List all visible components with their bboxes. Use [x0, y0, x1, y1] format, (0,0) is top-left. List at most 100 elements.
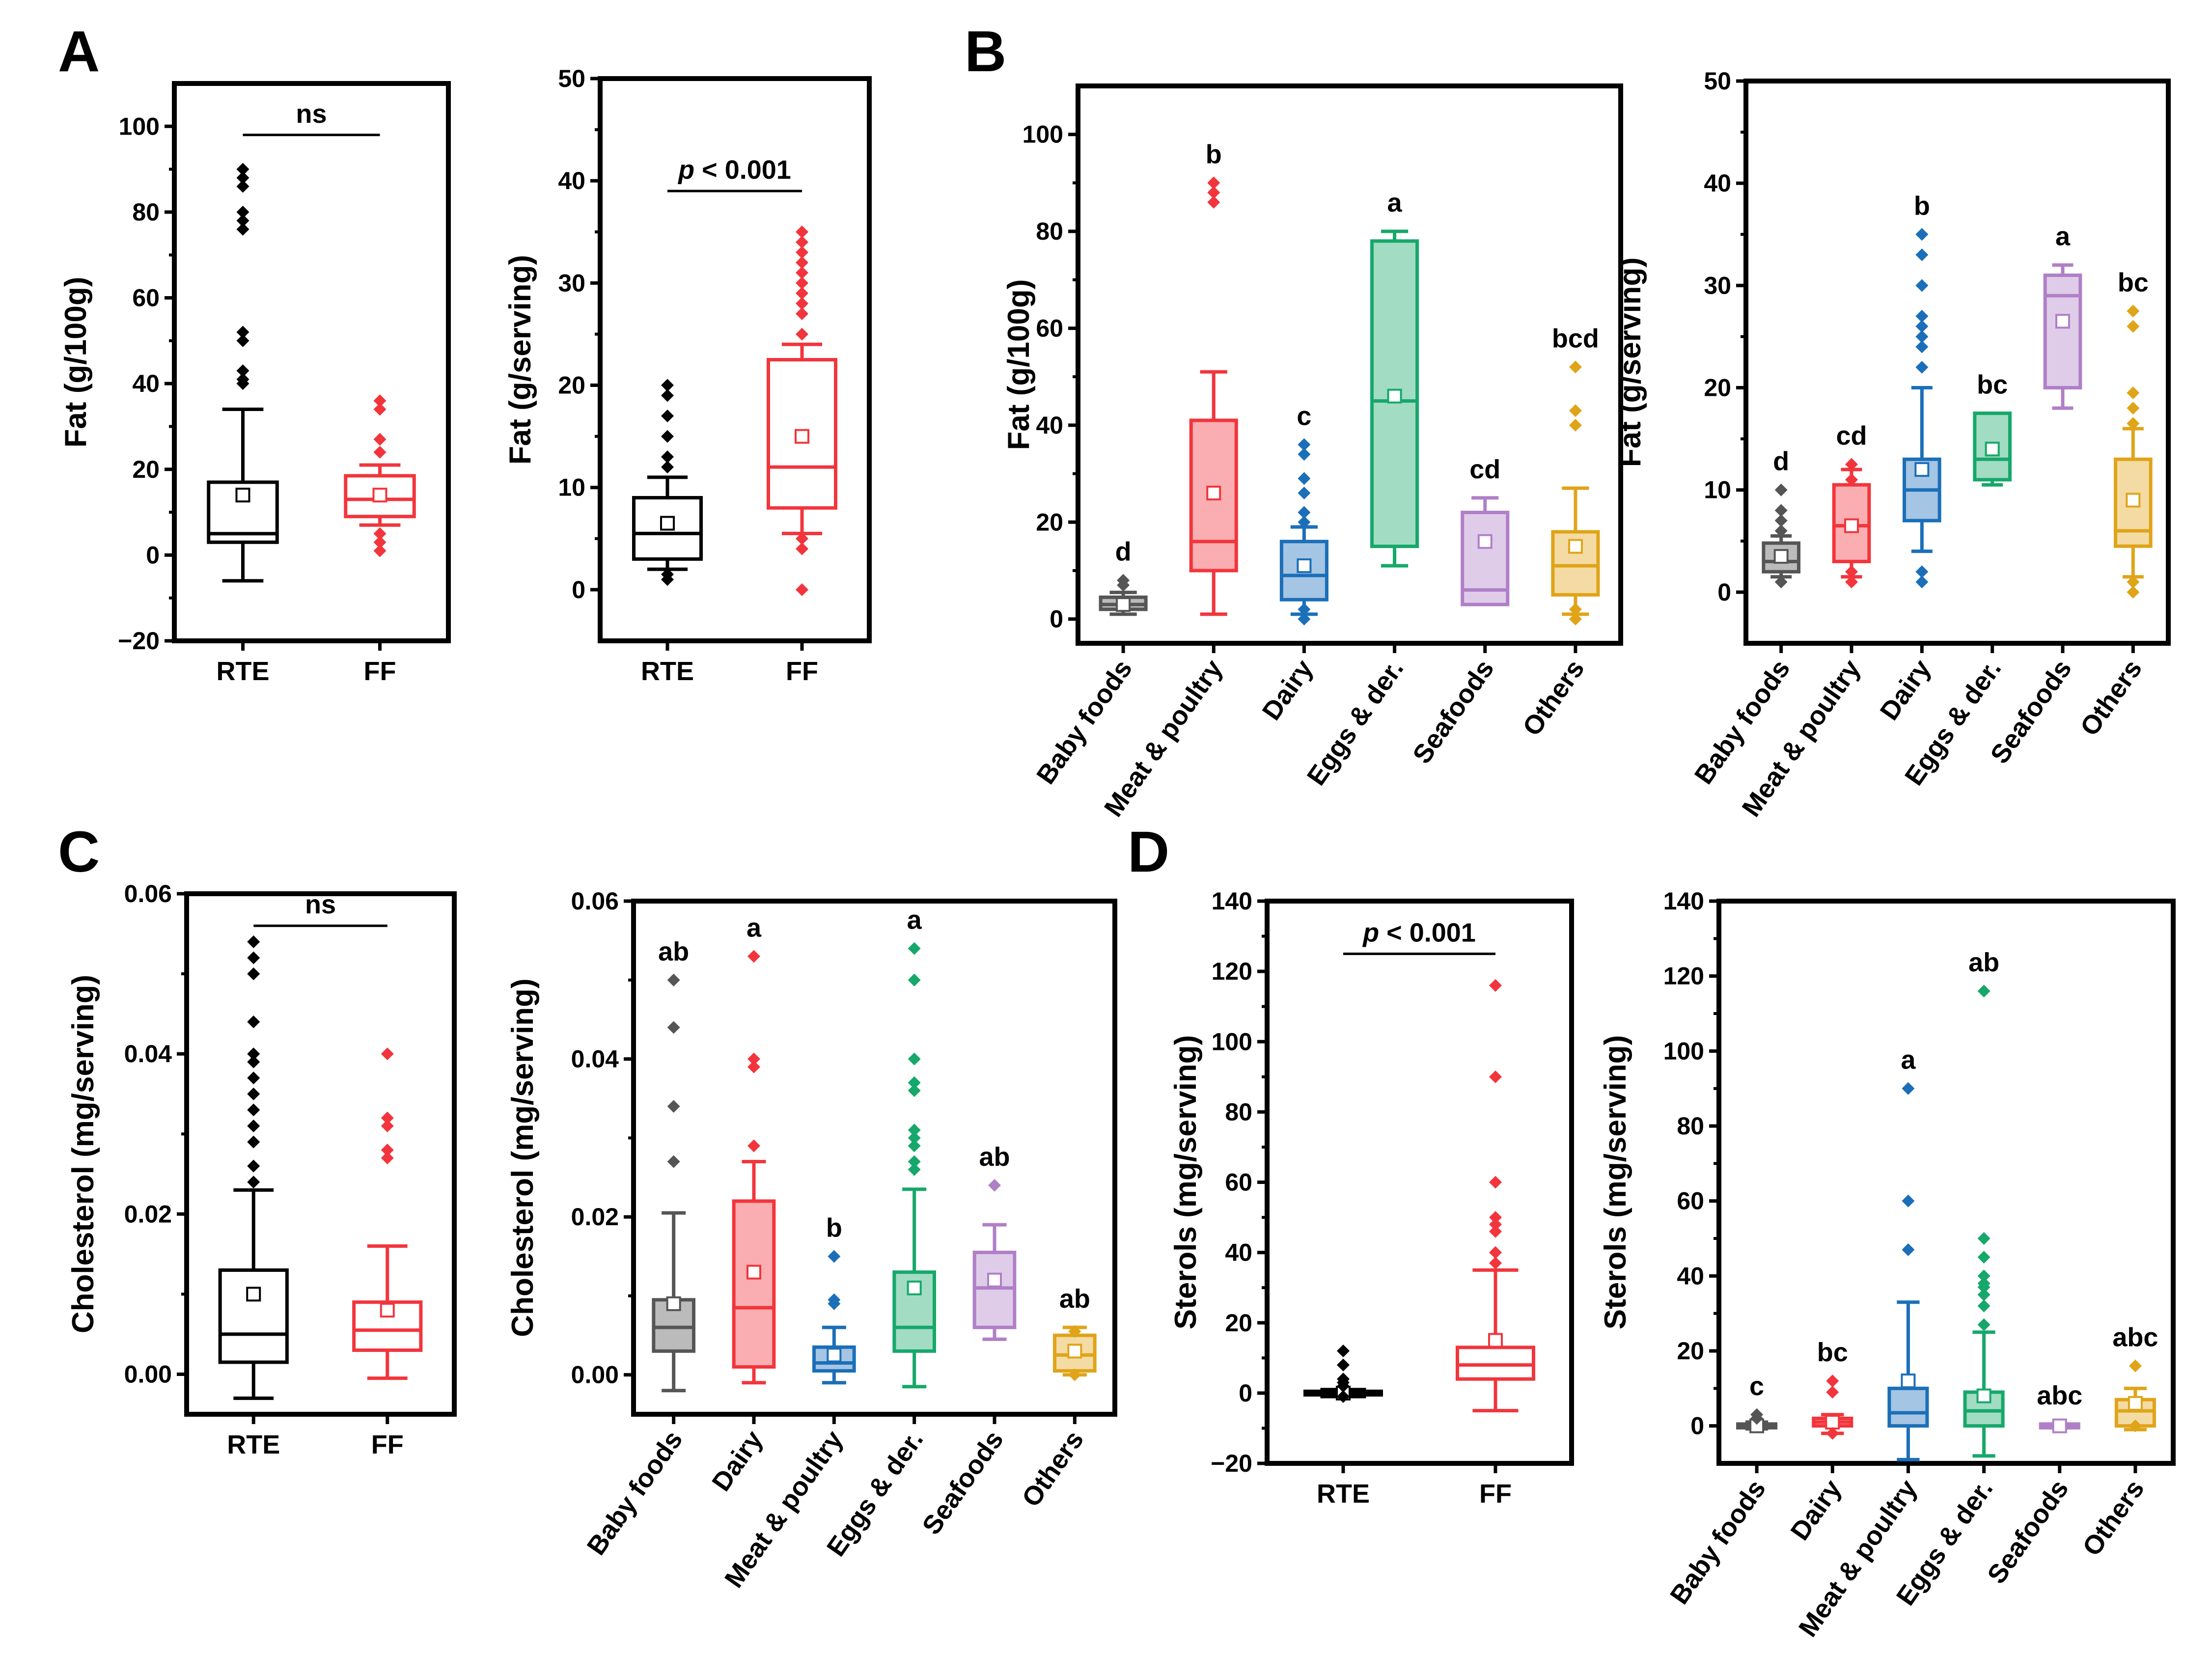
outlier-point: [2127, 417, 2140, 430]
bracket-label: ns: [296, 99, 327, 129]
outlier-point: [236, 214, 249, 227]
y-tick-label: 140: [1212, 887, 1252, 915]
category-label: RTE: [641, 657, 694, 686]
y-tick-label: 0: [146, 541, 160, 569]
category-label: FF: [786, 657, 818, 686]
outlier-point: [373, 445, 387, 459]
mean-marker: [2126, 493, 2141, 508]
outlier-point: [247, 1176, 260, 1189]
outlier-point: [1915, 309, 1929, 323]
outlier-point: [908, 942, 921, 955]
iqr-box: [344, 474, 416, 519]
category-label: Eggs & der.: [1301, 654, 1410, 791]
outlier-point: [1569, 603, 1582, 616]
box-others: bcd: [1551, 324, 1600, 626]
iqr-box: [767, 358, 837, 510]
mean-marker: [1387, 388, 1402, 404]
outlier-point: [1489, 1211, 1502, 1224]
outlier-point: [908, 973, 921, 987]
outlier-point: [236, 222, 249, 236]
y-axis-label: Cholesterol (mg/serving): [66, 975, 100, 1333]
iqr-box: [207, 480, 279, 544]
outlier-point: [1977, 1269, 1991, 1283]
outlier-point: [2127, 402, 2140, 415]
outlier-point: [828, 1250, 841, 1263]
y-axis-label: Fat (g/100g): [1002, 279, 1036, 450]
outlier-point: [247, 951, 260, 964]
significance-label: d: [1115, 537, 1132, 567]
outlier-point: [908, 1084, 921, 1097]
outlier-point: [381, 1111, 394, 1125]
category-label: FF: [371, 1430, 404, 1459]
y-tick-label: 10: [558, 474, 585, 501]
category-label: RTE: [227, 1430, 280, 1459]
outlier-point: [1915, 320, 1929, 333]
outlier-point: [908, 1124, 921, 1137]
plot-frame: [1076, 83, 1623, 646]
outlier-point: [1915, 576, 1929, 589]
outlier-point: [1774, 483, 1788, 496]
iqr-box: [972, 1250, 1017, 1329]
outlier-point: [1845, 458, 1858, 471]
iqr-box: [652, 1298, 696, 1353]
outlier-point: [1489, 1176, 1502, 1189]
outlier-point: [1298, 487, 1311, 500]
outlier-point: [1845, 576, 1858, 589]
y-tick-label: 100: [119, 112, 160, 140]
y-tick-label: 0.06: [571, 887, 619, 915]
outlier-point: [1207, 176, 1220, 190]
outlier-point: [796, 542, 808, 555]
outlier-point: [796, 266, 808, 279]
y-tick-label: 60: [132, 284, 160, 312]
y-tick-label: 80: [1225, 1098, 1252, 1126]
mean-marker: [372, 488, 387, 503]
iqr-box: [1456, 1346, 1535, 1381]
significance-label: c: [1749, 1372, 1764, 1401]
y-tick-label: 80: [132, 198, 160, 226]
y-tick-label: 0.04: [124, 1040, 172, 1068]
outlier-point: [1774, 504, 1788, 517]
outlier-point: [247, 1047, 260, 1061]
mean-marker: [2128, 1396, 2143, 1411]
box-seafoods: ab: [972, 1142, 1017, 1341]
outlier-point: [661, 450, 674, 464]
mean-marker: [827, 1347, 842, 1363]
category-label: RTE: [1317, 1479, 1370, 1509]
outlier-point: [796, 583, 808, 596]
outlier-point: [381, 1152, 394, 1165]
iqr-box: [218, 1268, 289, 1364]
outlier-point: [247, 1135, 260, 1149]
plot-frame: [172, 81, 451, 643]
category-label: Others: [2074, 654, 2148, 741]
outlier-point: [2129, 1419, 2142, 1432]
box-dairy: bc: [1812, 1338, 1853, 1440]
y-tick-label: 0.02: [124, 1200, 172, 1228]
significance-label: a: [1901, 1045, 1916, 1075]
mean-marker: [795, 429, 809, 444]
box-others: bc: [2114, 268, 2153, 599]
significance-label: cd: [1836, 421, 1867, 451]
y-tick-label: 50: [1704, 67, 1731, 95]
box-seafoods: abc: [2037, 1381, 2082, 1433]
outlier-point: [1750, 1408, 1764, 1421]
outlier-point: [667, 973, 680, 987]
significance-label: c: [1297, 401, 1311, 431]
outlier-point: [373, 433, 387, 446]
mean-marker: [1914, 462, 1930, 477]
outlier-point: [667, 1021, 680, 1034]
outlier-point: [1337, 1345, 1350, 1357]
box-rte: [632, 379, 703, 586]
outlier-point: [1489, 1218, 1502, 1231]
y-tick-label: 60: [1677, 1187, 1704, 1215]
outlier-point: [1977, 1299, 1991, 1313]
outlier-point: [661, 568, 674, 581]
outlier-point: [1915, 228, 1929, 241]
panel-letter-a: A: [58, 19, 100, 84]
y-tick-label: 40: [1225, 1239, 1252, 1266]
y-axis-label: Fat (g/serving): [503, 255, 537, 465]
panel-letter-d: D: [1128, 820, 1169, 884]
y-tick-label: 20: [1704, 374, 1731, 402]
outlier-point: [247, 935, 260, 948]
outlier-point: [796, 256, 808, 269]
